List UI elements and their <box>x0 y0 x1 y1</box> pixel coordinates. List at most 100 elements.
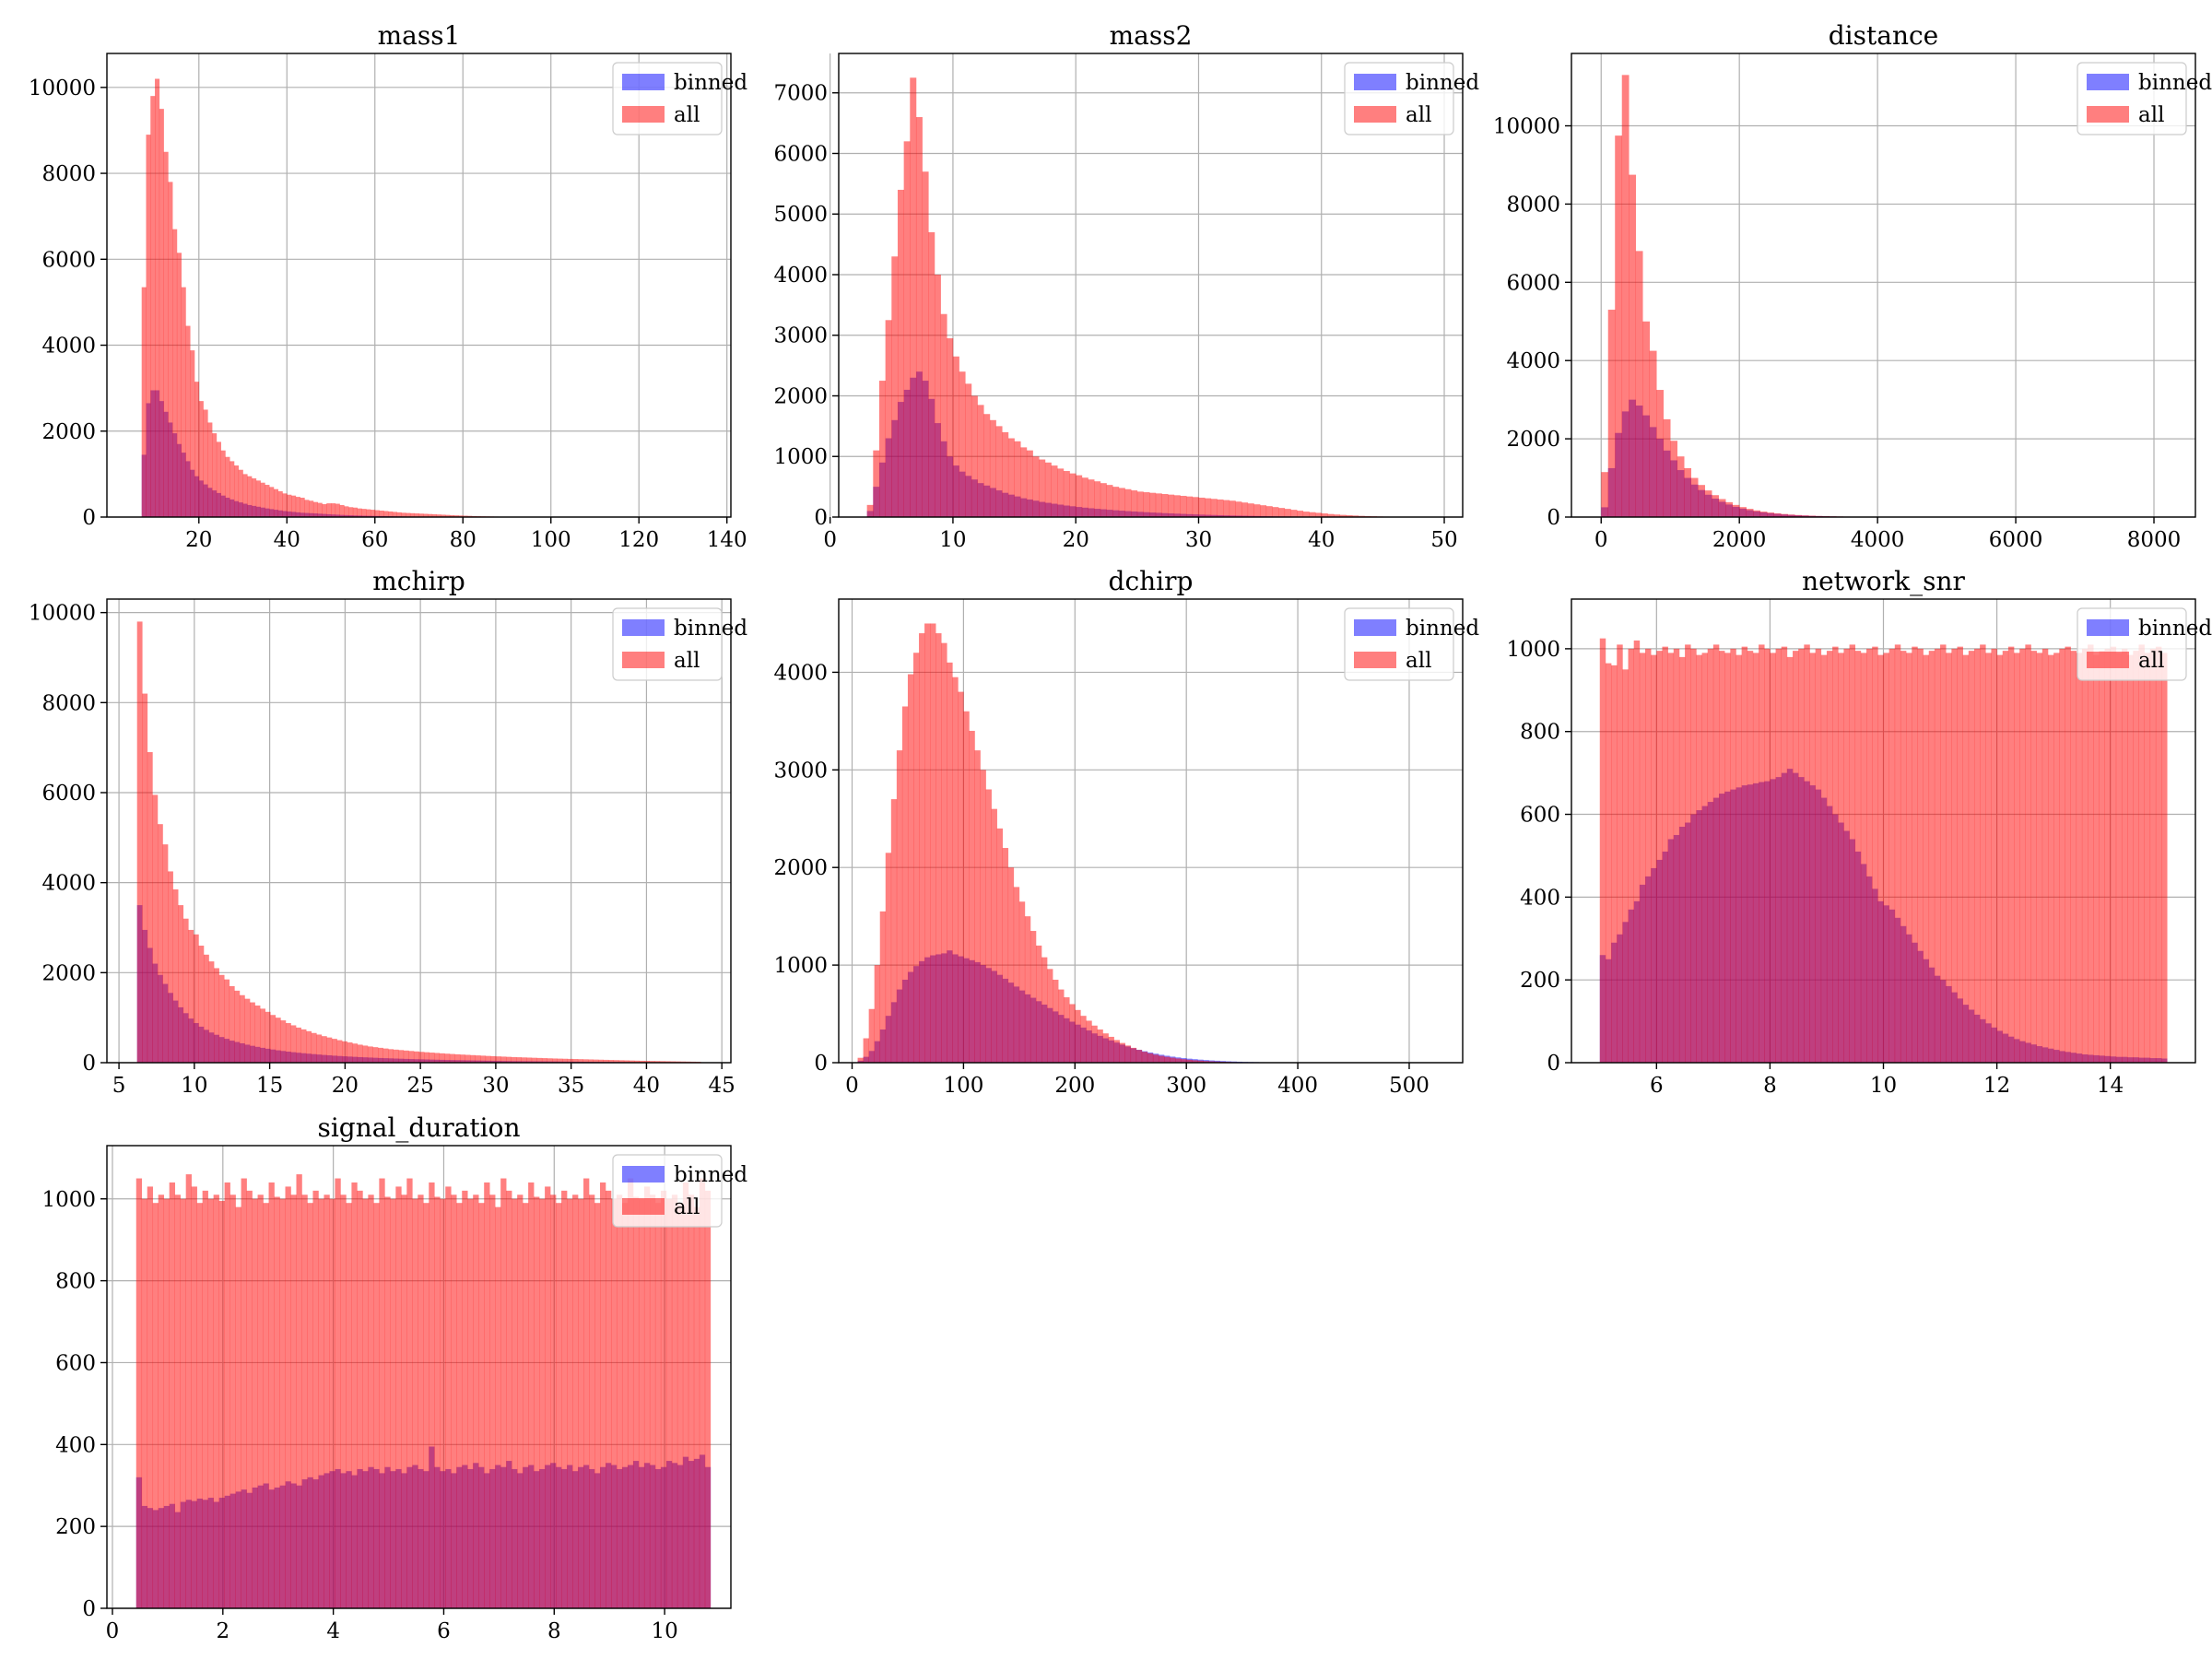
histogram-bar <box>516 1057 522 1063</box>
y-tick-label: 0 <box>82 1597 96 1621</box>
histogram-bar <box>224 1182 230 1608</box>
histogram-bar <box>265 485 270 517</box>
histogram-bar <box>454 1053 461 1063</box>
legend-label-binned: binned <box>1406 617 1479 641</box>
histogram-bar <box>996 828 1004 1063</box>
chart-title: mchirp <box>372 566 465 596</box>
histogram-bar <box>418 1052 425 1063</box>
histogram-bar <box>155 78 160 517</box>
histogram-bar <box>991 808 997 1063</box>
x-tick-label: 10 <box>939 528 966 552</box>
histogram-bar <box>1164 1056 1171 1063</box>
histogram-bar <box>273 488 279 517</box>
histogram-bar <box>654 1061 661 1063</box>
x-tick-label: 40 <box>1308 528 1335 552</box>
histogram-bar <box>176 253 182 517</box>
histogram-bar <box>1770 653 1776 1063</box>
histogram-bar <box>244 998 251 1063</box>
legend: binned all <box>2077 62 2212 135</box>
histogram-bar <box>247 476 253 517</box>
x-tick-label: 10 <box>181 1074 207 1098</box>
histogram-bar <box>413 1051 419 1063</box>
histogram-bar <box>463 515 468 517</box>
histogram-bar <box>2115 653 2123 1063</box>
histogram-bar <box>172 888 179 1063</box>
histogram-bar <box>1804 644 1810 1063</box>
y-tick-label: 400 <box>55 1433 96 1457</box>
histogram-bar <box>671 1194 678 1608</box>
histogram-bar <box>348 507 354 517</box>
histogram-bar <box>1290 510 1298 517</box>
legend-swatch-all <box>622 652 665 668</box>
histogram-bar <box>252 1198 258 1608</box>
y-tick-label: 0 <box>814 506 828 530</box>
histogram-bar <box>907 674 914 1063</box>
histogram-bar <box>150 96 156 517</box>
histogram-bar <box>275 1018 281 1063</box>
y-tick-label: 600 <box>55 1351 96 1375</box>
histogram-bar <box>336 1040 343 1063</box>
histogram-bar <box>2065 646 2071 1063</box>
histogram-bar <box>1622 669 1629 1063</box>
histogram-bar <box>896 750 903 1063</box>
histogram-bar <box>1053 979 1059 1063</box>
x-tick-label: 0 <box>106 1619 120 1643</box>
axes-frame <box>1571 53 2196 518</box>
histogram-bar <box>285 1186 291 1608</box>
histogram-bar <box>378 1047 383 1063</box>
x-tick-label: 100 <box>943 1074 983 1098</box>
legend-swatch-all <box>622 1198 665 1215</box>
histogram-bar <box>1649 350 1657 517</box>
histogram-bar <box>1719 651 1725 1063</box>
histogram-bar <box>374 510 380 517</box>
histogram-bar <box>521 1057 527 1063</box>
x-tick-label: 35 <box>558 1074 584 1098</box>
legend-swatch-binned <box>2087 619 2129 636</box>
histogram-bar <box>357 1044 363 1063</box>
y-tick-label: 0 <box>82 506 96 530</box>
histogram-bar <box>321 1036 327 1063</box>
histogram-bar <box>1265 506 1273 517</box>
histogram-bar <box>414 513 419 517</box>
histogram-panel-signal_duration: 0 2 4 6 8 10 0 200 400 600 800 1000 signal_durationb… <box>41 1112 747 1643</box>
histogram-bar <box>316 1034 323 1063</box>
histogram-bar <box>1173 495 1181 517</box>
histogram-bar <box>1069 1004 1076 1063</box>
histogram-bar <box>317 502 323 517</box>
histogram-bar <box>312 1190 319 1608</box>
histogram-bar <box>594 1203 601 1608</box>
histogram-bar <box>627 1178 634 1608</box>
histogram-bar <box>863 1038 869 1063</box>
histogram-bar <box>912 653 920 1063</box>
histogram-bar <box>1064 997 1070 1063</box>
histogram-bar <box>1026 450 1033 517</box>
histogram-bar <box>699 1178 706 1608</box>
y-tick-label: 400 <box>1520 886 1560 910</box>
histogram-bar <box>2036 653 2043 1063</box>
histogram-bar <box>296 1174 302 1608</box>
histogram-bar <box>326 1037 333 1063</box>
histogram-bar <box>977 405 984 517</box>
y-tick-label: 6000 <box>41 782 96 806</box>
axes-frame <box>106 598 732 1064</box>
histogram-bar <box>485 1055 491 1063</box>
histogram-bar <box>1235 501 1242 517</box>
histogram-bar <box>2002 651 2009 1063</box>
histogram-bar <box>1058 989 1065 1063</box>
legend-swatch-binned <box>1354 74 1396 90</box>
histogram-bar <box>1775 648 1783 1063</box>
x-tick-label: 25 <box>406 1074 433 1098</box>
histogram-bar <box>2088 644 2094 1063</box>
histogram-bar <box>147 752 153 1063</box>
histogram-bar <box>935 633 942 1063</box>
histogram-bar <box>1186 496 1194 517</box>
histogram-bar <box>489 1194 496 1608</box>
histogram-bar <box>1741 646 1748 1063</box>
histogram-bar <box>1917 648 1924 1063</box>
histogram-bar <box>395 1186 402 1608</box>
histogram-bar <box>255 480 261 517</box>
x-tick-label: 400 <box>1277 1074 1318 1098</box>
y-tick-label: 600 <box>1520 804 1560 828</box>
histogram-bar <box>606 1190 612 1608</box>
